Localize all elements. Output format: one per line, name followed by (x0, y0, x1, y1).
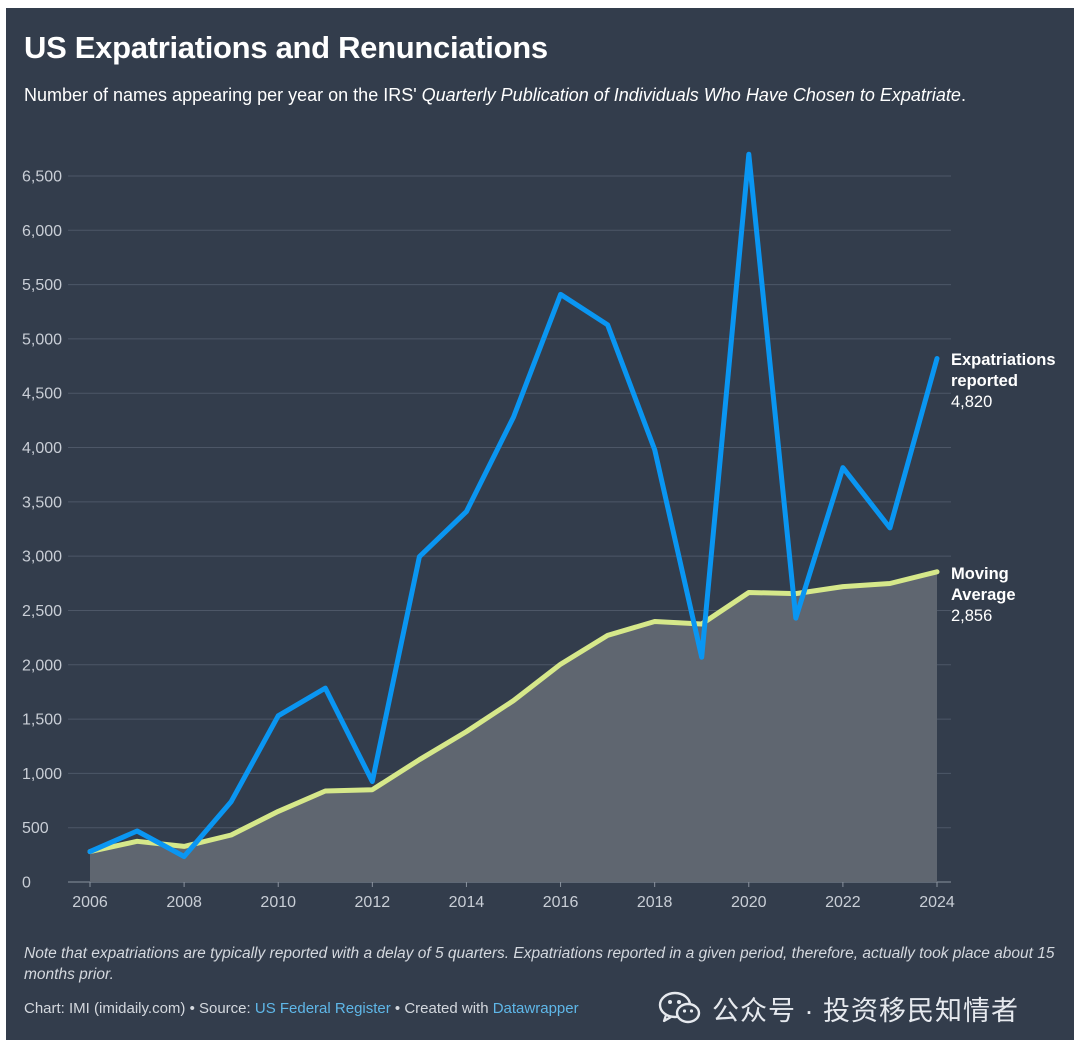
moving-average-label-line: Moving (951, 565, 1009, 583)
y-tick-label: 3,500 (22, 494, 62, 511)
y-tick-label: 5,000 (22, 331, 62, 348)
subtitle-end: . (960, 85, 966, 105)
chart-title: US Expatriations and Renunciations (24, 30, 548, 65)
chart-credits: Chart: IMI (imidaily.com) • Source: US F… (24, 1000, 579, 1017)
x-tick-label: 2016 (543, 894, 579, 911)
wechat-watermark: 公众号 · 投资移民知情者 (658, 986, 1019, 1030)
y-tick-label: 1,500 (22, 712, 62, 729)
credits-created-with: • Created with (390, 1000, 493, 1017)
x-tick-label: 2020 (731, 894, 767, 911)
expatriations-label-line: reported (951, 372, 1018, 390)
expatriations-value-label: 4,820 (951, 393, 992, 411)
x-tick-label: 2010 (260, 894, 296, 911)
wechat-icon (658, 991, 701, 1024)
x-tick-label: 2006 (72, 894, 108, 911)
y-tick-label: 2,000 (22, 657, 62, 674)
chart-note: Note that expatriations are typically re… (24, 945, 1055, 983)
y-tick-label: 2,500 (22, 603, 62, 620)
x-tick-label: 2012 (355, 894, 391, 911)
moving-average-value-label: 2,856 (951, 607, 992, 625)
subtitle-text: Number of names appearing per year on th… (24, 85, 422, 105)
x-tick-label: 2018 (637, 894, 673, 911)
expatriations-label-line: Expatriations (951, 351, 1056, 369)
chart-subtitle: Number of names appearing per year on th… (24, 84, 1024, 107)
y-tick-label: 4,000 (22, 440, 62, 457)
expatriations-line (87, 151, 940, 859)
y-tick-label: 6,000 (22, 223, 62, 240)
x-tick-label: 2014 (449, 894, 485, 911)
y-tick-label: 6,500 (22, 169, 62, 186)
y-tick-label: 0 (22, 875, 31, 892)
y-tick-label: 500 (22, 820, 49, 837)
y-tick-label: 5,500 (22, 277, 62, 294)
x-tick-label: 2024 (919, 894, 955, 911)
credits-text: Chart: IMI (imidaily.com) • Source: (24, 1000, 255, 1017)
chart-frame: US Expatriations and Renunciations Numbe… (6, 8, 1074, 1040)
line-chart: 0 500 1,000 1,500 2,000 2,500 3,000 3,500 4,000 4… (22, 151, 1056, 911)
y-tick-label: 4,500 (22, 386, 62, 403)
subtitle-publication-name: Quarterly Publication of Individuals Who… (421, 85, 961, 105)
x-tick-label: 2008 (166, 894, 202, 911)
moving-average-label-line: Average (951, 586, 1016, 604)
datawrapper-link[interactable]: Datawrapper (492, 1000, 579, 1017)
y-tick-label: 1,000 (22, 766, 62, 783)
x-tick-label: 2022 (825, 894, 861, 911)
moving-average-area (90, 571, 937, 882)
y-tick-label: 3,000 (22, 549, 62, 566)
watermark-text: 公众号 · 投资移民知情者 (712, 995, 1019, 1026)
source-link[interactable]: US Federal Register (254, 1000, 391, 1017)
